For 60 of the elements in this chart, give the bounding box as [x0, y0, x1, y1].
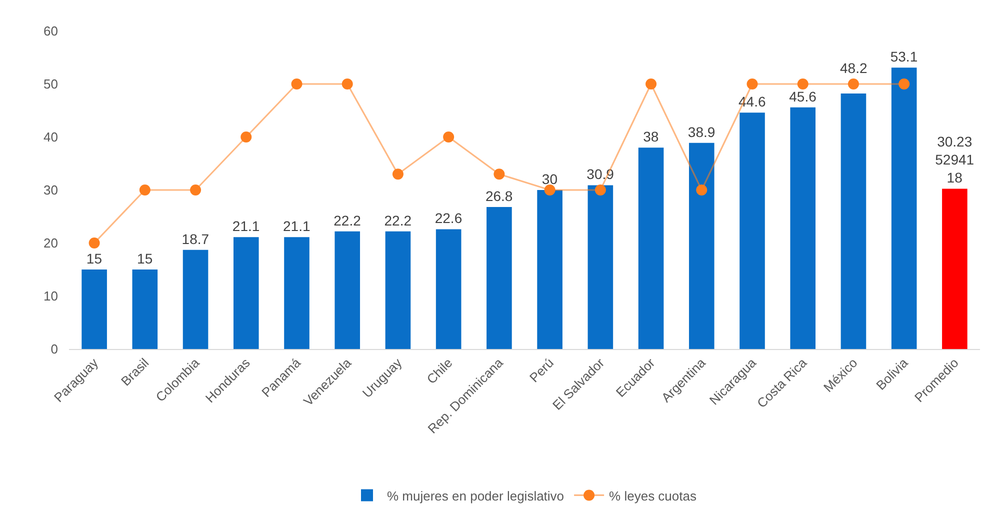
bar: [436, 229, 462, 349]
bar: [284, 237, 310, 349]
point: [392, 168, 404, 180]
point: [898, 78, 910, 90]
bar: [334, 231, 360, 349]
data-label: 18.7: [182, 230, 210, 247]
y-tick-label: 60: [44, 24, 58, 39]
bar: [537, 190, 562, 349]
bar: [82, 270, 107, 349]
bar: [942, 188, 968, 349]
bar: [132, 270, 158, 349]
data-label: 21.1: [232, 218, 260, 234]
point: [594, 184, 606, 196]
bar: [638, 148, 664, 349]
point: [746, 78, 758, 90]
point: [494, 168, 505, 180]
point: [696, 184, 708, 196]
data-label: 22.6: [434, 210, 462, 226]
point: [544, 184, 556, 196]
data-label: 45.6: [789, 88, 817, 104]
data-label: 38: [643, 128, 659, 145]
bar: [588, 185, 614, 349]
point: [139, 184, 150, 196]
bar: [385, 231, 411, 349]
data-label: 21.1: [283, 218, 310, 234]
y-tick-label: 10: [44, 288, 58, 304]
bar: [688, 142, 714, 349]
bar: [840, 94, 866, 349]
data-label: 53.1: [890, 48, 918, 65]
point: [291, 78, 302, 90]
bar: [233, 237, 259, 349]
bar: [790, 107, 816, 349]
data-label: 30.23 52941 18: [935, 133, 974, 186]
legend-label: % leyes cuotas: [609, 488, 697, 504]
bar: [182, 250, 208, 349]
y-tick-label: 50: [44, 76, 58, 92]
point: [797, 78, 808, 90]
legend-label: % mujeres en poder legislativo: [387, 488, 564, 504]
data-label: 38.9: [688, 124, 716, 140]
bar: [740, 112, 765, 349]
point: [646, 78, 657, 90]
data-label: 48.2: [840, 60, 868, 76]
data-label: 15: [137, 250, 153, 266]
point: [848, 78, 859, 90]
y-tick-label: 30: [44, 182, 58, 198]
y-tick-label: 0: [50, 342, 58, 357]
bar: [486, 206, 512, 349]
data-label: 15: [86, 250, 102, 266]
y-tick-label: 20: [44, 236, 58, 251]
point: [240, 132, 252, 142]
point: [342, 78, 353, 90]
point: [88, 238, 100, 248]
data-label: 26.8: [485, 188, 513, 204]
data-label: 22.2: [384, 212, 412, 228]
data-label: 30: [542, 171, 558, 187]
point: [190, 184, 202, 196]
point: [443, 132, 454, 142]
bar: [891, 68, 917, 349]
data-label: 22.2: [334, 212, 362, 228]
y-tick-label: 40: [44, 130, 58, 145]
